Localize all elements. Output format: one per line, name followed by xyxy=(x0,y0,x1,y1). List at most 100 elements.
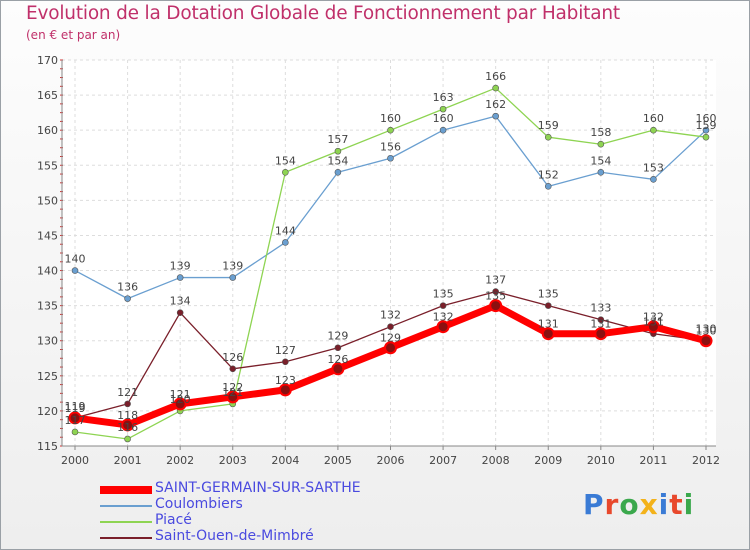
y-tick-label: 150 xyxy=(37,194,58,207)
x-tick-label: 2008 xyxy=(482,454,510,467)
data-label-1: 160 xyxy=(696,112,717,125)
data-label-0: 126 xyxy=(327,353,348,366)
x-tick-label: 2003 xyxy=(219,454,247,467)
data-point-3 xyxy=(124,400,131,408)
proxiti-logo: Proxiti xyxy=(583,488,694,521)
data-label-1: 139 xyxy=(170,260,191,273)
logo-letter: P xyxy=(583,488,605,521)
data-label-3: 137 xyxy=(485,274,506,287)
data-label-1: 156 xyxy=(380,140,401,153)
data-point-0 xyxy=(489,299,503,313)
logo-letter: i xyxy=(683,488,695,521)
data-label-3: 119 xyxy=(65,400,86,413)
data-label-1: 154 xyxy=(327,154,348,167)
y-tick-label: 170 xyxy=(37,54,58,67)
data-label-2: 159 xyxy=(696,119,717,132)
data-point-0 xyxy=(541,327,555,341)
data-label-0: 122 xyxy=(222,381,243,394)
y-tick-label: 115 xyxy=(37,440,58,453)
data-point-1 xyxy=(439,126,447,134)
legend-label: Saint-Ouen-de-Mimbré xyxy=(155,528,314,544)
y-tick-label: 135 xyxy=(37,300,58,313)
x-tick-label: 2000 xyxy=(61,454,89,467)
data-point-3 xyxy=(544,302,552,309)
data-point-0 xyxy=(594,327,608,341)
data-point-2 xyxy=(282,168,289,176)
y-tick-label: 120 xyxy=(37,405,58,418)
data-point-1 xyxy=(597,168,605,176)
logo-letter: r xyxy=(604,488,620,521)
data-point-1 xyxy=(282,239,289,246)
data-label-2: 166 xyxy=(485,70,506,83)
data-point-3 xyxy=(439,302,447,309)
x-tick-label: 2010 xyxy=(587,454,615,467)
legend-swatch xyxy=(100,505,152,507)
data-label-3: 130 xyxy=(696,323,717,336)
data-point-2 xyxy=(71,428,79,436)
y-tick-label: 125 xyxy=(37,370,58,383)
data-point-1 xyxy=(124,295,131,302)
x-tick-label: 2002 xyxy=(166,454,194,467)
data-label-3: 135 xyxy=(433,288,454,301)
x-tick-label: 2004 xyxy=(271,454,299,467)
data-point-1 xyxy=(71,267,79,274)
data-label-2: 157 xyxy=(327,133,348,146)
data-point-2 xyxy=(387,126,394,134)
legend-swatch xyxy=(100,486,152,494)
data-label-0: 129 xyxy=(380,332,401,345)
data-point-2 xyxy=(544,133,552,141)
data-point-0 xyxy=(436,320,450,334)
data-label-1: 154 xyxy=(590,154,611,167)
data-label-2: 159 xyxy=(538,119,559,132)
data-point-2 xyxy=(650,126,657,134)
data-point-1 xyxy=(702,126,710,134)
data-label-0: 131 xyxy=(538,318,559,331)
data-label-3: 134 xyxy=(170,295,191,308)
data-label-3: 127 xyxy=(275,344,296,357)
data-point-3 xyxy=(387,323,394,330)
data-point-1 xyxy=(492,112,499,120)
data-point-2 xyxy=(492,84,499,92)
y-tick-label: 130 xyxy=(37,335,58,348)
data-label-2: 163 xyxy=(433,91,454,104)
data-point-0 xyxy=(384,341,397,355)
data-point-2 xyxy=(597,140,605,148)
data-point-0 xyxy=(68,411,82,425)
data-label-0: 119 xyxy=(65,402,86,415)
data-label-0: 132 xyxy=(643,311,664,324)
legend-swatch xyxy=(100,537,152,539)
data-label-3: 131 xyxy=(643,316,664,329)
data-point-2 xyxy=(702,133,710,141)
data-label-1: 140 xyxy=(65,253,86,266)
data-label-0: 121 xyxy=(170,388,191,401)
data-label-0: 132 xyxy=(433,311,454,324)
data-label-3: 135 xyxy=(538,288,559,301)
data-label-0: 135 xyxy=(485,290,506,303)
data-label-2: 160 xyxy=(380,112,401,125)
data-point-3 xyxy=(597,316,605,323)
y-tick-label: 140 xyxy=(37,265,58,278)
data-label-2: 121 xyxy=(222,386,243,399)
data-label-2: 120 xyxy=(170,393,191,406)
data-label-1: 136 xyxy=(117,281,138,294)
data-label-2: 154 xyxy=(275,154,296,167)
data-point-2 xyxy=(439,105,447,113)
data-point-3 xyxy=(492,288,499,295)
logo-letter: o xyxy=(619,488,640,521)
data-label-1: 139 xyxy=(222,260,243,273)
data-point-3 xyxy=(176,309,184,316)
data-point-0 xyxy=(173,397,187,411)
data-point-2 xyxy=(334,147,342,155)
data-label-0: 130 xyxy=(696,325,717,338)
data-label-3: 132 xyxy=(380,309,401,322)
x-tick-label: 2012 xyxy=(692,454,720,467)
chart-title: Evolution de la Dotation Globale de Fonc… xyxy=(26,3,620,24)
data-point-2 xyxy=(124,435,131,443)
legend-label: SAINT-GERMAIN-SUR-SARTHE xyxy=(155,480,361,496)
data-label-3: 129 xyxy=(327,330,348,343)
data-point-1 xyxy=(176,274,184,281)
data-label-1: 160 xyxy=(433,112,454,125)
data-label-2: 158 xyxy=(590,126,611,139)
data-point-1 xyxy=(387,154,394,162)
